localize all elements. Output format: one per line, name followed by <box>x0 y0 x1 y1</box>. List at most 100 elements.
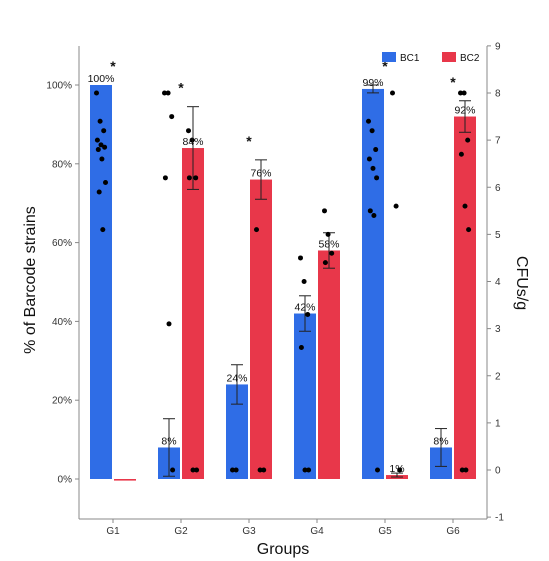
data-points <box>94 90 472 473</box>
data-point <box>170 467 176 473</box>
bar-bc1-g3 <box>226 384 248 479</box>
error-bars <box>163 84 471 478</box>
x-tick-label: G2 <box>174 526 188 537</box>
bar-bc2-g3 <box>250 179 272 479</box>
data-point <box>101 128 107 134</box>
axes: 0% 20% 40% 60% 80% 100% -1 0 1 2 3 4 5 6 7 8 9 G1 G2 G3 G4 G5… <box>46 41 504 537</box>
data-point <box>96 189 102 195</box>
bar-value-label: 100% <box>88 73 115 85</box>
bar-bc2-g1 <box>114 479 136 481</box>
y-tick-label: 60% <box>52 238 72 249</box>
legend-swatch-bc1 <box>382 52 396 62</box>
y2-tick-label: 9 <box>495 41 501 52</box>
data-point <box>459 467 465 473</box>
significance-star: * <box>178 80 184 96</box>
y-tick-label: 0% <box>58 475 73 486</box>
bar-value-label: 42% <box>294 302 315 314</box>
data-point <box>194 467 200 473</box>
data-point <box>230 467 235 473</box>
legend-swatch-bc2 <box>442 52 456 62</box>
significance-star: * <box>110 58 116 74</box>
data-point <box>166 321 172 327</box>
y2-tick-label: 0 <box>495 466 501 477</box>
data-point <box>369 128 375 134</box>
data-point <box>306 467 312 473</box>
legend: BC1 BC2 <box>382 52 480 64</box>
data-point <box>97 118 103 124</box>
y-tick-label: 80% <box>52 159 72 170</box>
data-point <box>371 213 377 219</box>
data-point <box>186 128 191 134</box>
data-point <box>190 467 196 473</box>
y2-tick-label: 1 <box>495 418 501 429</box>
bar-value-label: 76% <box>250 168 271 180</box>
bar-bc2-g6 <box>454 116 476 480</box>
data-point <box>165 90 171 96</box>
y2-axis-title: CFUs/g <box>513 256 530 310</box>
data-point <box>375 467 380 473</box>
data-point <box>98 142 104 148</box>
bar-bc2-g2 <box>182 148 204 480</box>
bars <box>90 85 476 481</box>
data-point <box>367 208 373 214</box>
y2-tick-label: -1 <box>495 513 504 524</box>
data-point <box>390 90 395 96</box>
x-tick-label: G3 <box>242 526 256 537</box>
data-point <box>374 175 380 181</box>
bar-bc1-g5 <box>362 88 384 479</box>
data-point <box>305 311 311 317</box>
data-point <box>461 90 467 96</box>
data-point <box>94 90 99 96</box>
y2-tick-label: 2 <box>495 371 501 382</box>
data-point <box>458 151 464 157</box>
bar-value-label: 99% <box>362 77 383 89</box>
data-point <box>233 467 239 473</box>
data-point <box>465 137 471 143</box>
data-point <box>298 344 304 350</box>
data-point <box>189 137 195 143</box>
data-point <box>373 147 379 153</box>
bar-bc1-g4 <box>294 313 316 479</box>
data-point <box>102 144 108 150</box>
significance-star: * <box>246 133 252 149</box>
significance-star: * <box>382 58 388 74</box>
data-point <box>366 118 371 124</box>
y2-tick-label: 6 <box>495 183 501 194</box>
data-point <box>298 255 303 261</box>
data-point <box>397 467 403 473</box>
data-point <box>325 231 331 237</box>
data-point <box>257 467 263 473</box>
x-tick-label: G4 <box>310 526 324 537</box>
x-tick-label: G6 <box>446 526 460 537</box>
data-point <box>99 156 105 162</box>
data-point <box>186 175 192 181</box>
data-point <box>162 175 168 181</box>
bar-value-label: 8% <box>161 435 176 447</box>
bar-value-label: 92% <box>454 105 475 117</box>
y-tick-label: 20% <box>52 396 72 407</box>
data-point <box>458 90 463 96</box>
data-point <box>301 279 307 284</box>
x-tick-label: G1 <box>106 526 120 537</box>
data-point <box>329 250 335 256</box>
y2-tick-label: 3 <box>495 324 501 335</box>
data-point <box>94 137 100 143</box>
data-point <box>462 203 468 209</box>
data-point <box>322 260 328 266</box>
data-point <box>463 467 469 473</box>
bar-value-label: 8% <box>433 435 448 447</box>
data-point <box>193 175 199 181</box>
data-point <box>466 227 472 233</box>
data-point <box>103 180 108 186</box>
y2-tick-label: 8 <box>495 89 501 100</box>
y2-tick-label: 4 <box>495 277 501 288</box>
data-point <box>322 208 327 214</box>
legend-label: BC2 <box>460 53 480 64</box>
x-tick-label: G5 <box>378 526 392 537</box>
data-point <box>95 147 101 153</box>
y2-tick-label: 5 <box>495 230 501 241</box>
data-point <box>100 227 106 233</box>
bar-value-label: 58% <box>318 238 339 250</box>
data-point <box>302 467 308 473</box>
